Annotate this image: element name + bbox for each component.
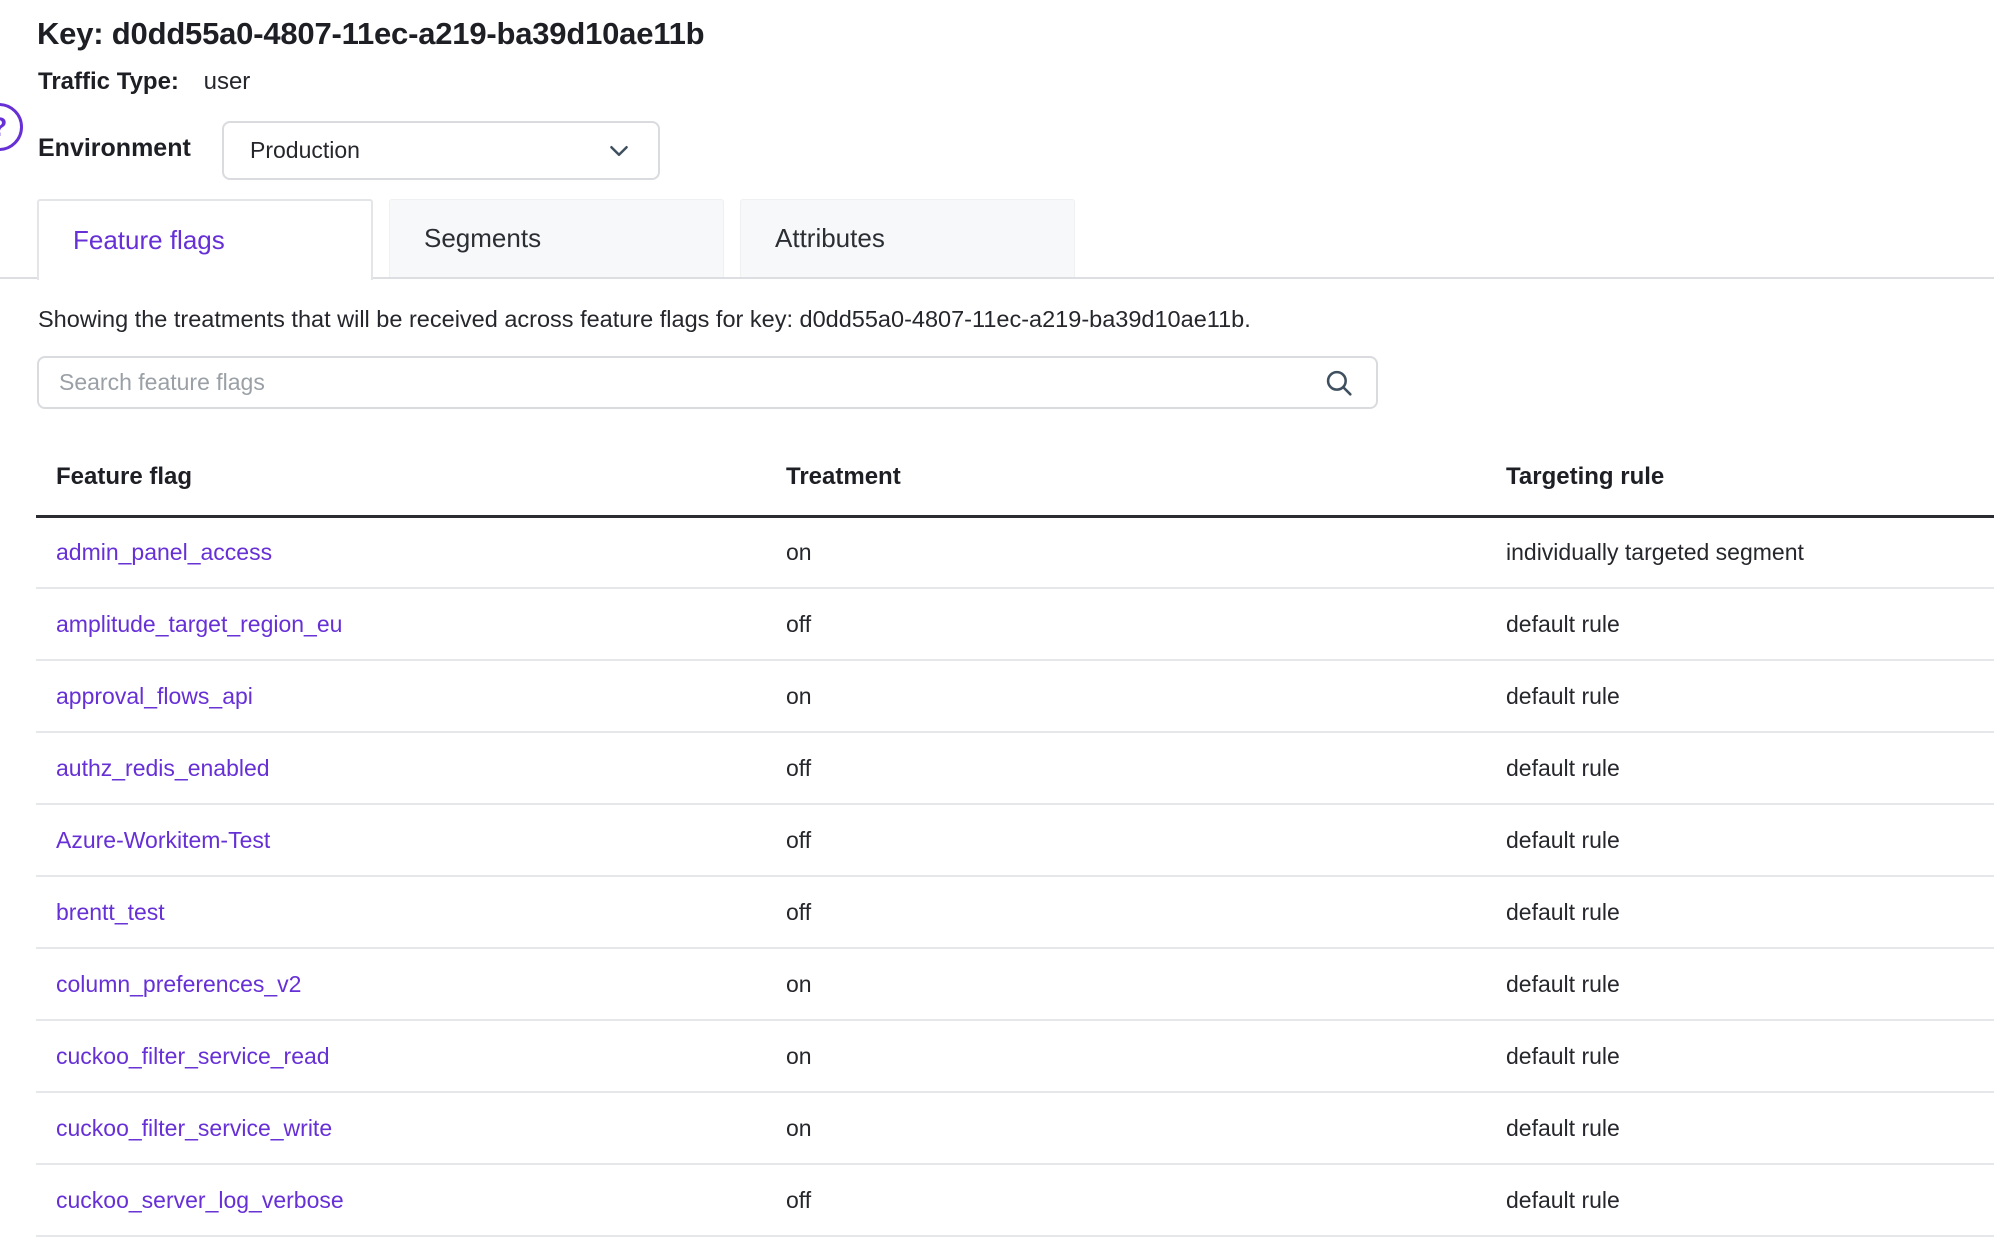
feature-flag-link[interactable]: cuckoo_server_log_verbose (56, 1186, 344, 1213)
targeting-rule-value: default rule (1486, 588, 1994, 661)
table-row: column_preferences_v2 on default rule (36, 948, 1994, 1021)
table-row: cuckoo_filter_service_write on default r… (36, 1092, 1994, 1165)
table-row: brentt_test off default rule (36, 876, 1994, 949)
table-row: Azure-Workitem-Test off default rule (36, 804, 1994, 877)
column-header-feature-flag: Feature flag (36, 440, 766, 518)
targeting-rule-value: default rule (1486, 732, 1994, 805)
treatment-value: off (766, 804, 1486, 877)
environment-label: Environment (38, 134, 191, 162)
table-row: cuckoo_server_log_verbose off default ru… (36, 1164, 1994, 1237)
table-row: approval_flows_api on default rule (36, 660, 1994, 733)
targeting-rule-value: default rule (1486, 1020, 1994, 1093)
tab-segments[interactable]: Segments (389, 199, 724, 277)
tab-feature-flags-label: Feature flags (73, 225, 225, 255)
feature-flag-link[interactable]: brentt_test (56, 898, 165, 925)
help-button[interactable]: ? (0, 103, 23, 151)
environment-select[interactable]: Production (222, 121, 660, 180)
table-row: amplitude_target_region_eu off default r… (36, 588, 1994, 661)
tab-feature-flags[interactable]: Feature flags (37, 199, 373, 280)
targeting-rule-value: default rule (1486, 804, 1994, 877)
table-row: cuckoo_filter_service_read on default ru… (36, 1020, 1994, 1093)
treatment-value: off (766, 588, 1486, 661)
traffic-type-value: user (203, 68, 251, 95)
column-header-targeting-rule: Targeting rule (1486, 440, 1994, 518)
traffic-type-label: Traffic Type: (38, 68, 179, 95)
feature-flag-link[interactable]: column_preferences_v2 (56, 970, 302, 997)
feature-flag-table: Feature flag Treatment Targeting rule ad… (36, 440, 1994, 1237)
treatment-value: off (766, 732, 1486, 805)
tab-attributes[interactable]: Attributes (740, 199, 1075, 277)
page-title: Key: d0dd55a0-4807-11ec-a219-ba39d10ae11… (37, 16, 705, 51)
targeting-rule-value: default rule (1486, 1092, 1994, 1165)
question-mark-circle-icon: ? (0, 112, 7, 143)
targeting-rule-value: individually targeted segment (1486, 516, 1994, 589)
treatment-value: on (766, 660, 1486, 733)
treatment-value: on (766, 948, 1486, 1021)
search-input[interactable] (39, 358, 1322, 407)
feature-flag-link[interactable]: admin_panel_access (56, 538, 273, 565)
tab-attributes-label: Attributes (775, 223, 885, 253)
treatment-value: on (766, 1020, 1486, 1093)
targeting-rule-value: default rule (1486, 948, 1994, 1021)
feature-flag-link[interactable]: cuckoo_filter_service_read (56, 1042, 330, 1069)
targeting-rule-value: default rule (1486, 876, 1994, 949)
table-row: admin_panel_access on individually targe… (36, 516, 1994, 589)
treatment-value: on (766, 1092, 1486, 1165)
feature-flag-link[interactable]: Azure-Workitem-Test (56, 826, 271, 853)
traffic-type-row: Traffic Type: user (38, 68, 250, 96)
feature-flag-link[interactable]: cuckoo_filter_service_write (56, 1114, 333, 1141)
tabbar-divider (0, 277, 1994, 279)
flag-table-body: admin_panel_access on individually targe… (36, 516, 1994, 1237)
targeting-rule-value: default rule (1486, 660, 1994, 733)
feature-flag-link[interactable]: authz_redis_enabled (56, 754, 270, 781)
tab-segments-label: Segments (424, 223, 542, 253)
targeting-rule-value: default rule (1486, 1164, 1994, 1237)
environment-selected-value: Production (250, 137, 360, 163)
search-box (37, 356, 1378, 409)
column-header-treatment: Treatment (766, 440, 1486, 518)
table-row: authz_redis_enabled off default rule (36, 732, 1994, 805)
treatment-value: on (766, 516, 1486, 589)
treatments-description: Showing the treatments that will be rece… (38, 306, 1251, 332)
table-header-row: Feature flag Treatment Targeting rule (36, 440, 1994, 518)
search-icon (1326, 370, 1352, 396)
feature-flag-link[interactable]: amplitude_target_region_eu (56, 610, 343, 637)
chevron-down-icon (610, 145, 628, 156)
treatment-value: off (766, 1164, 1486, 1237)
feature-flag-link[interactable]: approval_flows_api (56, 682, 253, 709)
treatment-value: off (766, 876, 1486, 949)
